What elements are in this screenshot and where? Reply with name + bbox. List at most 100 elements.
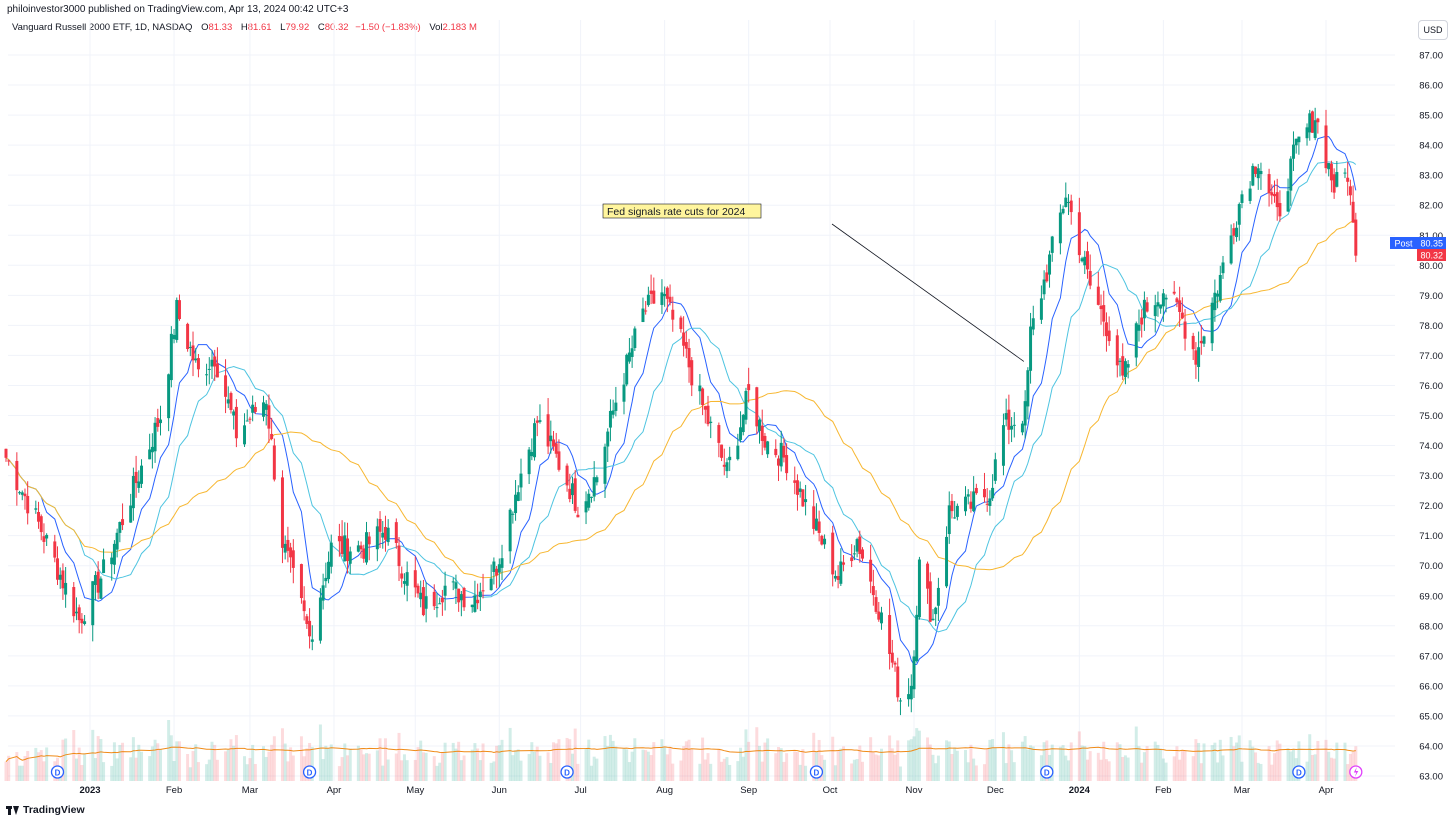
candle-body: [1123, 361, 1127, 378]
volume-bar: [207, 759, 211, 781]
volume-bar: [964, 749, 967, 781]
volume-bar: [1194, 739, 1198, 781]
volume-bar: [289, 747, 293, 781]
candle-body: [646, 294, 650, 306]
volume-bar: [74, 758, 78, 781]
volume-bar: [188, 767, 192, 781]
candle-body: [1048, 254, 1052, 275]
candle-body: [34, 508, 38, 510]
volume-bar: [291, 755, 295, 781]
candle-body: [1232, 228, 1236, 236]
volume-bar: [23, 756, 27, 781]
candle-body: [264, 403, 268, 410]
candle-body: [917, 559, 921, 618]
volume-bars: [4, 720, 1358, 781]
x-tick-label: Nov: [906, 785, 923, 796]
volume-bar: [156, 743, 160, 781]
volume-bar: [1077, 731, 1081, 781]
candle-body: [682, 332, 686, 346]
volume-bar: [159, 749, 162, 781]
volume-bar: [1248, 740, 1252, 781]
y-tick-label: 65.00: [1419, 711, 1443, 722]
candle-body: [508, 509, 512, 552]
volume-bar: [595, 758, 599, 781]
volume-bar: [1270, 764, 1274, 781]
candle-body: [1012, 424, 1016, 426]
y-tick-label: 68.00: [1419, 621, 1443, 632]
volume-bar: [1107, 761, 1111, 781]
volume-bar: [511, 755, 515, 781]
candle-body: [516, 492, 520, 501]
y-tick-label: 67.00: [1419, 651, 1443, 662]
volume-bar: [421, 752, 425, 781]
candle-body: [1291, 144, 1295, 159]
candle-body: [1335, 172, 1339, 187]
volume-bar: [608, 734, 612, 781]
candle-body: [858, 536, 862, 555]
candle-body: [947, 505, 951, 535]
volume-bar: [535, 746, 539, 781]
volume-bar: [362, 754, 366, 781]
volume-bar: [1348, 753, 1352, 781]
candle-body: [701, 388, 705, 406]
candle-body: [964, 496, 967, 512]
volume-bar: [991, 739, 995, 781]
x-tick-label: Aug: [656, 785, 673, 796]
volume-bar: [473, 743, 477, 781]
volume-bar: [552, 742, 556, 781]
candle-body: [492, 561, 496, 573]
candle-body: [649, 290, 653, 294]
dividend-marker-icon: [1040, 765, 1054, 779]
last-price-text: 80.32: [1420, 251, 1443, 261]
volume-bar: [1099, 759, 1103, 781]
candle-body: [489, 578, 493, 591]
volume-bar: [833, 765, 837, 781]
volume-bar: [649, 755, 653, 781]
high-value: 81.61: [247, 22, 272, 33]
volume-bar: [606, 746, 610, 781]
volume-bar: [888, 735, 892, 781]
volume-bar: [42, 761, 46, 781]
volume-bar: [785, 753, 789, 781]
volume-bar: [795, 752, 799, 781]
candle-body: [1294, 138, 1298, 146]
tradingview-footer[interactable]: TradingView: [6, 804, 85, 816]
volume-bar: [1202, 743, 1206, 781]
candle-body: [169, 333, 173, 381]
candle-body: [1237, 204, 1241, 225]
volume-bar: [270, 744, 274, 781]
volume-bar: [432, 756, 436, 781]
volume-bar: [760, 761, 764, 781]
candle-body: [763, 435, 767, 448]
volume-bar: [1159, 748, 1163, 781]
candle-body: [1001, 425, 1005, 466]
candle-body: [1102, 305, 1106, 322]
volume-bar: [907, 740, 911, 781]
volume-bar: [262, 746, 265, 781]
candle-body: [1077, 212, 1081, 256]
volume-bar: [589, 765, 593, 781]
candle-body: [400, 573, 404, 579]
candle-body: [348, 551, 352, 564]
candle-body: [1235, 227, 1239, 238]
candle-body: [776, 458, 780, 466]
candle-body: [1172, 291, 1176, 294]
x-tick-label: Apr: [327, 785, 342, 796]
candle-body: [1031, 318, 1035, 330]
candle-body: [1029, 326, 1033, 371]
candle-body: [121, 519, 125, 526]
candle-body: [23, 493, 27, 497]
volume-bar: [565, 737, 569, 781]
candle-body: [159, 419, 162, 424]
candle-body: [1310, 111, 1314, 133]
dividend-marker-label: D: [1044, 769, 1050, 778]
volume-bar: [953, 747, 957, 781]
dividend-marker-label: D: [814, 769, 820, 778]
candle-body: [779, 442, 783, 467]
candle-body: [1278, 203, 1282, 217]
currency-button[interactable]: USD: [1418, 20, 1448, 40]
candle-body: [671, 309, 675, 320]
candle-body: [1104, 322, 1108, 337]
volume-bar: [280, 728, 284, 781]
